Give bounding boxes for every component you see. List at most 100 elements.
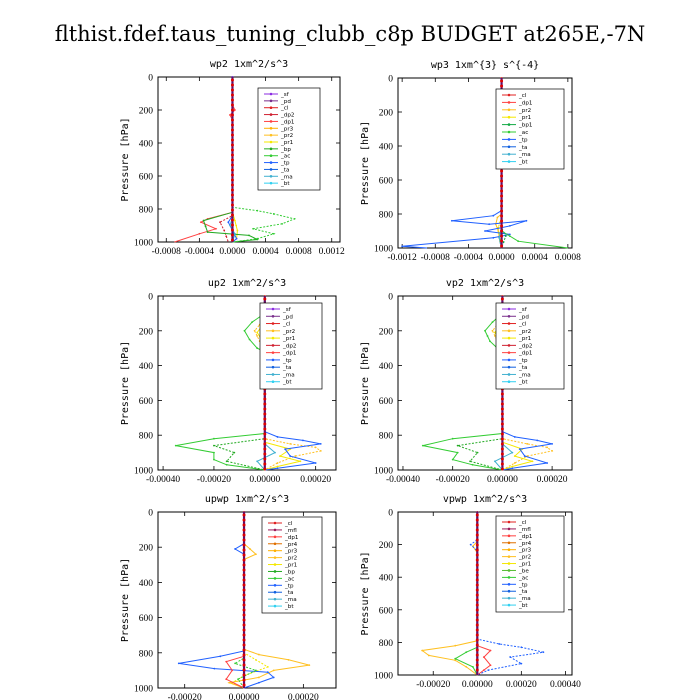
zero-profile-point	[230, 188, 234, 192]
zero-profile-point	[500, 397, 504, 401]
series-point	[531, 460, 534, 463]
legend-label: _tp	[518, 582, 528, 588]
legend-marker	[507, 138, 511, 141]
series-point	[427, 654, 430, 657]
zero-profile-point	[475, 538, 479, 542]
y-tick-label: 0	[388, 293, 393, 303]
zero-profile-point	[500, 84, 504, 88]
y-tick-label: 800	[379, 432, 394, 442]
series-point	[177, 662, 180, 665]
y-axis-label: Pressure [hPa]	[120, 341, 131, 425]
zero-profile-point	[500, 452, 504, 456]
series-point	[421, 649, 424, 652]
zero-profile-point	[230, 83, 234, 87]
series-line-ac	[232, 77, 297, 243]
y-tick-label: 600	[379, 397, 394, 407]
zero-profile-point	[475, 638, 479, 642]
series-point	[266, 665, 269, 668]
legend-marker	[269, 154, 273, 158]
x-tick-label: 0.00020	[537, 475, 568, 485]
panel-4: vp2 1xm^2/s^3 0 200 400 600 800 1000-0.00040 -0…	[360, 278, 573, 485]
y-tick-label: 200	[379, 541, 394, 551]
series-point	[492, 214, 495, 217]
series-point	[249, 548, 251, 550]
legend-marker	[269, 126, 273, 130]
series-point	[225, 460, 228, 463]
zero-profile-point	[500, 224, 504, 228]
series-point	[471, 665, 474, 668]
y-tick-label: 400	[379, 143, 394, 153]
series-point	[525, 219, 528, 222]
zero-profile-point	[500, 297, 504, 301]
series-point	[225, 678, 228, 681]
series-point	[494, 460, 496, 463]
series-point	[302, 439, 304, 442]
zero-profile-point	[242, 633, 246, 637]
legend-label: _pr2	[518, 108, 531, 114]
series-point	[498, 643, 501, 645]
series-point	[509, 656, 512, 658]
zero-profile-point	[475, 618, 479, 622]
zero-profile-point	[230, 178, 234, 182]
legend-label: _pr1	[518, 115, 532, 121]
series-point	[511, 465, 514, 468]
zero-profile-point	[230, 158, 234, 162]
series-point	[213, 451, 215, 454]
zero-profile-point	[230, 123, 234, 127]
legend-marker	[271, 351, 275, 354]
x-tick-label: 0.0008	[555, 253, 581, 263]
series-point	[513, 436, 516, 438]
zero-profile-point	[230, 93, 234, 97]
series-point	[469, 543, 472, 546]
zero-profile-point	[500, 422, 504, 426]
zero-profile-point	[475, 603, 479, 607]
legend-marker	[507, 527, 511, 531]
zero-profile-point	[500, 412, 504, 416]
legend-marker	[507, 555, 511, 558]
y-tick-label: 200	[139, 544, 154, 554]
legend-marker	[273, 563, 277, 566]
y-tick-label: 400	[139, 362, 154, 372]
series-point	[511, 467, 514, 470]
zero-profile-point	[263, 467, 267, 471]
legend-marker	[269, 120, 273, 123]
series-point	[202, 219, 205, 222]
legend-marker	[273, 577, 277, 580]
series-point	[484, 230, 486, 232]
y-tick-label: 400	[139, 579, 154, 589]
series-line-dp1	[476, 512, 492, 676]
series-point	[494, 331, 496, 334]
zero-profile-point	[242, 678, 246, 682]
legend-marker	[273, 556, 277, 559]
series-point	[235, 237, 238, 240]
y-tick-label: 200	[379, 327, 394, 337]
series-line-tp	[402, 78, 527, 249]
series-point	[276, 462, 279, 464]
series-line-pr2	[254, 296, 322, 471]
zero-profile-point	[242, 568, 246, 572]
zero-profile-point	[475, 553, 479, 557]
series-point	[476, 451, 479, 454]
legend-marker	[273, 535, 277, 539]
zero-profile-point	[242, 668, 246, 672]
legend-marker	[269, 174, 273, 178]
series-point	[237, 678, 240, 681]
zero-profile-point	[230, 238, 234, 242]
zero-profile-point	[230, 108, 234, 112]
x-tick-label: -0.00040	[146, 475, 180, 485]
legend-label: _bt	[280, 181, 290, 187]
legend-marker	[507, 534, 511, 538]
zero-profile-point	[230, 153, 234, 157]
subplot-title: wp3 1xm^{3} s^{-4}	[431, 60, 539, 71]
legend-label: _tp	[284, 583, 294, 589]
zero-profile-point	[500, 79, 504, 83]
legend-marker	[271, 307, 275, 311]
legend-marker	[273, 570, 277, 573]
series-point	[256, 331, 259, 334]
legend-label: _ac	[518, 130, 528, 136]
x-tick-label: -0.00020	[197, 475, 231, 485]
legend-label: _ta	[518, 365, 527, 371]
zero-profile-point	[230, 148, 234, 152]
zero-profile-point	[242, 613, 246, 617]
